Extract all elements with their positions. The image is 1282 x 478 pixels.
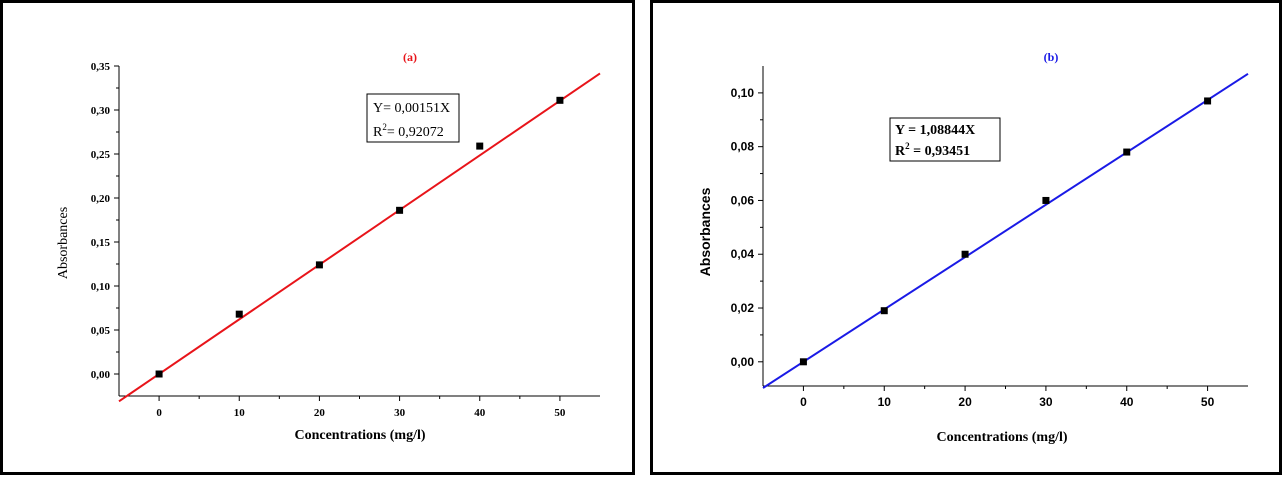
- chart-a-x-tick-label: 50: [554, 407, 566, 419]
- chart-b-y-tick-label: 0,10: [731, 86, 755, 100]
- chart-b-y-tick-label: 0,08: [731, 140, 755, 154]
- chart-b-y-tick-label: 0,04: [731, 247, 755, 261]
- chart-a-y-tick-label: 0,05: [91, 325, 111, 337]
- chart-b-y-tick-label: 0,06: [731, 193, 755, 207]
- chart-b-data-point: [1042, 196, 1050, 204]
- chart-b-svg: 0 10 20 30 40 500,000,020,040,060,080,10 (b) …: [697, 50, 1249, 445]
- chart-a-data-point: [315, 261, 323, 269]
- chart-a-x-tick-label: 10: [234, 407, 246, 419]
- chart-a-data-point: [476, 142, 484, 150]
- chart-b-x-tick-label: 30: [1039, 395, 1053, 409]
- chart-b-x-tick-label: 50: [1201, 395, 1215, 409]
- chart-b-data-point: [961, 250, 969, 258]
- chart-a-fit-line: [118, 72, 601, 403]
- chart-a-title: (a): [403, 50, 417, 64]
- chart-a-x-tick-label: 30: [394, 407, 406, 419]
- chart-b-x-label: Concentrations (mg/l): [936, 430, 1067, 445]
- chart-a-x-tick-label: 20: [314, 407, 326, 419]
- chart-a-r2-line: R2= 0,92072: [373, 122, 444, 140]
- chart-a-y-tick-label: 0,00: [91, 369, 111, 381]
- chart-b-data-point: [1123, 148, 1131, 156]
- chart-a-y-tick-label: 0,25: [91, 149, 111, 161]
- chart-b-x-tick-label: 20: [958, 395, 972, 409]
- chart-b-y-tick-label: 0,02: [731, 301, 755, 315]
- chart-a-y-tick-label: 0,35: [91, 61, 111, 73]
- chart-a-x-label: Concentrations (mg/l): [294, 428, 425, 443]
- chart-b-fit-line: [762, 72, 1249, 389]
- chart-a-data-point: [155, 370, 163, 378]
- chart-b-data-point: [880, 307, 888, 315]
- chart-a-y-tick-label: 0,20: [91, 193, 111, 205]
- chart-b-data-point: [799, 358, 807, 366]
- chart-b-title: (b): [1044, 50, 1059, 64]
- chart-a-y-tick-label: 0,10: [91, 281, 111, 293]
- chart-b-x-tick-label: 10: [878, 395, 892, 409]
- chart-b-y-label: Absorbances: [697, 187, 713, 276]
- chart-panel-a: 0 10 20 30 40 50 0,00 0,05 0,10 0,15 0,20 0,25 0,30 0…: [0, 0, 635, 475]
- chart-a-equation-box: Y= 0,00151X R2= 0,92072: [366, 93, 460, 143]
- chart-a-equation-line: Y= 0,00151X: [373, 101, 450, 116]
- chart-a-svg: 0 10 20 30 40 50 0,00 0,05 0,10 0,15 0,20 0,25 0,30 0…: [56, 50, 601, 443]
- chart-b-data-point: [1204, 97, 1212, 105]
- chart-a-y-label: Absorbances: [56, 207, 71, 279]
- chart-a-x-tick-label: 40: [474, 407, 486, 419]
- chart-panel-b: 0 10 20 30 40 50 0,00 0,02 0,04 0,06 0,08 0,10 (b) …: [650, 0, 1282, 475]
- chart-a-data-point: [235, 310, 243, 318]
- chart-a-y-tick-label: 0,15: [91, 237, 111, 249]
- chart-a-data-point: [556, 96, 564, 104]
- chart-b-y-tick-label: 0,00: [731, 355, 755, 369]
- chart-a-data-point: [396, 206, 404, 214]
- chart-b-r2-line: R2 = 0,93451: [895, 141, 970, 159]
- chart-b-equation-line: Y = 1,08844X: [895, 123, 975, 138]
- chart-a-y-tick-label: 0,30: [91, 105, 111, 117]
- chart-a-x-tick-label: 0: [156, 407, 162, 419]
- chart-b-equation-box: Y = 1,08844X R2 = 0,93451: [889, 117, 1001, 162]
- chart-b-x-tick-label: 0: [800, 395, 807, 409]
- chart-b-x-tick-label: 40: [1120, 395, 1134, 409]
